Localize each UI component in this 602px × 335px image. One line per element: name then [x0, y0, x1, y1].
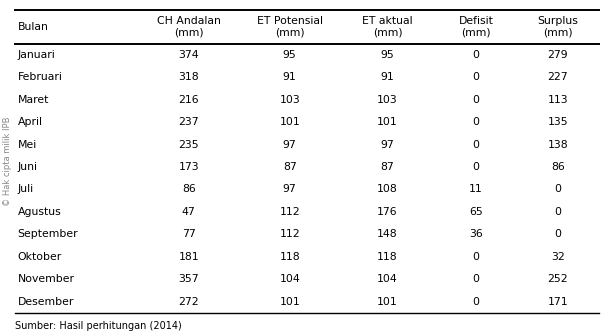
Text: ET Potensial
(mm): ET Potensial (mm): [256, 16, 323, 38]
Text: Februari: Februari: [17, 72, 63, 82]
Text: 65: 65: [469, 207, 483, 217]
Text: 0: 0: [473, 117, 479, 127]
Text: 36: 36: [469, 229, 483, 239]
Text: 279: 279: [548, 50, 568, 60]
Text: Januari: Januari: [17, 50, 55, 60]
Text: 95: 95: [380, 50, 394, 60]
Text: 95: 95: [283, 50, 297, 60]
Text: 77: 77: [182, 229, 196, 239]
Text: 176: 176: [377, 207, 398, 217]
Text: 357: 357: [178, 274, 199, 284]
Text: 235: 235: [178, 140, 199, 149]
Text: 101: 101: [279, 117, 300, 127]
Text: 0: 0: [473, 140, 479, 149]
Text: 171: 171: [548, 297, 568, 307]
Text: 181: 181: [178, 252, 199, 262]
Text: 0: 0: [473, 297, 479, 307]
Text: 32: 32: [551, 252, 565, 262]
Text: Surplus
(mm): Surplus (mm): [538, 16, 579, 38]
Text: 91: 91: [283, 72, 297, 82]
Text: 97: 97: [380, 140, 394, 149]
Text: Sumber: Hasil perhitungan (2014): Sumber: Hasil perhitungan (2014): [15, 321, 182, 331]
Text: 97: 97: [283, 140, 297, 149]
Text: 252: 252: [548, 274, 568, 284]
Text: © Hak cipta milik IPB: © Hak cipta milik IPB: [3, 116, 11, 206]
Text: 272: 272: [178, 297, 199, 307]
Text: Mei: Mei: [17, 140, 37, 149]
Text: 0: 0: [554, 207, 562, 217]
Text: 173: 173: [178, 162, 199, 172]
Text: April: April: [17, 117, 43, 127]
Text: 103: 103: [377, 95, 398, 105]
Text: 104: 104: [377, 274, 398, 284]
Text: 0: 0: [473, 274, 479, 284]
Text: 47: 47: [182, 207, 196, 217]
Text: 227: 227: [548, 72, 568, 82]
Text: 101: 101: [377, 117, 398, 127]
Text: 0: 0: [554, 185, 562, 194]
Text: 0: 0: [473, 50, 479, 60]
Text: 112: 112: [279, 229, 300, 239]
Text: 0: 0: [473, 95, 479, 105]
Text: 101: 101: [279, 297, 300, 307]
Text: September: September: [17, 229, 78, 239]
Text: Agustus: Agustus: [17, 207, 61, 217]
Text: 0: 0: [554, 229, 562, 239]
Text: Bulan: Bulan: [17, 22, 48, 32]
Text: 112: 112: [279, 207, 300, 217]
Text: 86: 86: [182, 185, 196, 194]
Text: Oktober: Oktober: [17, 252, 62, 262]
Text: Juni: Juni: [17, 162, 37, 172]
Text: 118: 118: [377, 252, 398, 262]
Text: 113: 113: [548, 95, 568, 105]
Text: Maret: Maret: [17, 95, 49, 105]
Text: CH Andalan
(mm): CH Andalan (mm): [157, 16, 220, 38]
Text: 118: 118: [279, 252, 300, 262]
Text: 374: 374: [178, 50, 199, 60]
Text: 86: 86: [551, 162, 565, 172]
Text: 318: 318: [178, 72, 199, 82]
Text: 148: 148: [377, 229, 398, 239]
Text: 91: 91: [380, 72, 394, 82]
Text: 108: 108: [377, 185, 398, 194]
Text: 87: 87: [380, 162, 394, 172]
Text: 103: 103: [279, 95, 300, 105]
Text: 87: 87: [283, 162, 297, 172]
Text: 237: 237: [178, 117, 199, 127]
Text: 138: 138: [548, 140, 568, 149]
Text: 0: 0: [473, 252, 479, 262]
Text: 97: 97: [283, 185, 297, 194]
Text: 101: 101: [377, 297, 398, 307]
Text: 11: 11: [469, 185, 483, 194]
Text: 0: 0: [473, 72, 479, 82]
Text: 135: 135: [548, 117, 568, 127]
Text: 104: 104: [279, 274, 300, 284]
Text: Defisit
(mm): Defisit (mm): [459, 16, 493, 38]
Text: Juli: Juli: [17, 185, 34, 194]
Text: 216: 216: [178, 95, 199, 105]
Text: ET aktual
(mm): ET aktual (mm): [362, 16, 413, 38]
Text: November: November: [17, 274, 75, 284]
Text: Desember: Desember: [17, 297, 74, 307]
Text: 0: 0: [473, 162, 479, 172]
